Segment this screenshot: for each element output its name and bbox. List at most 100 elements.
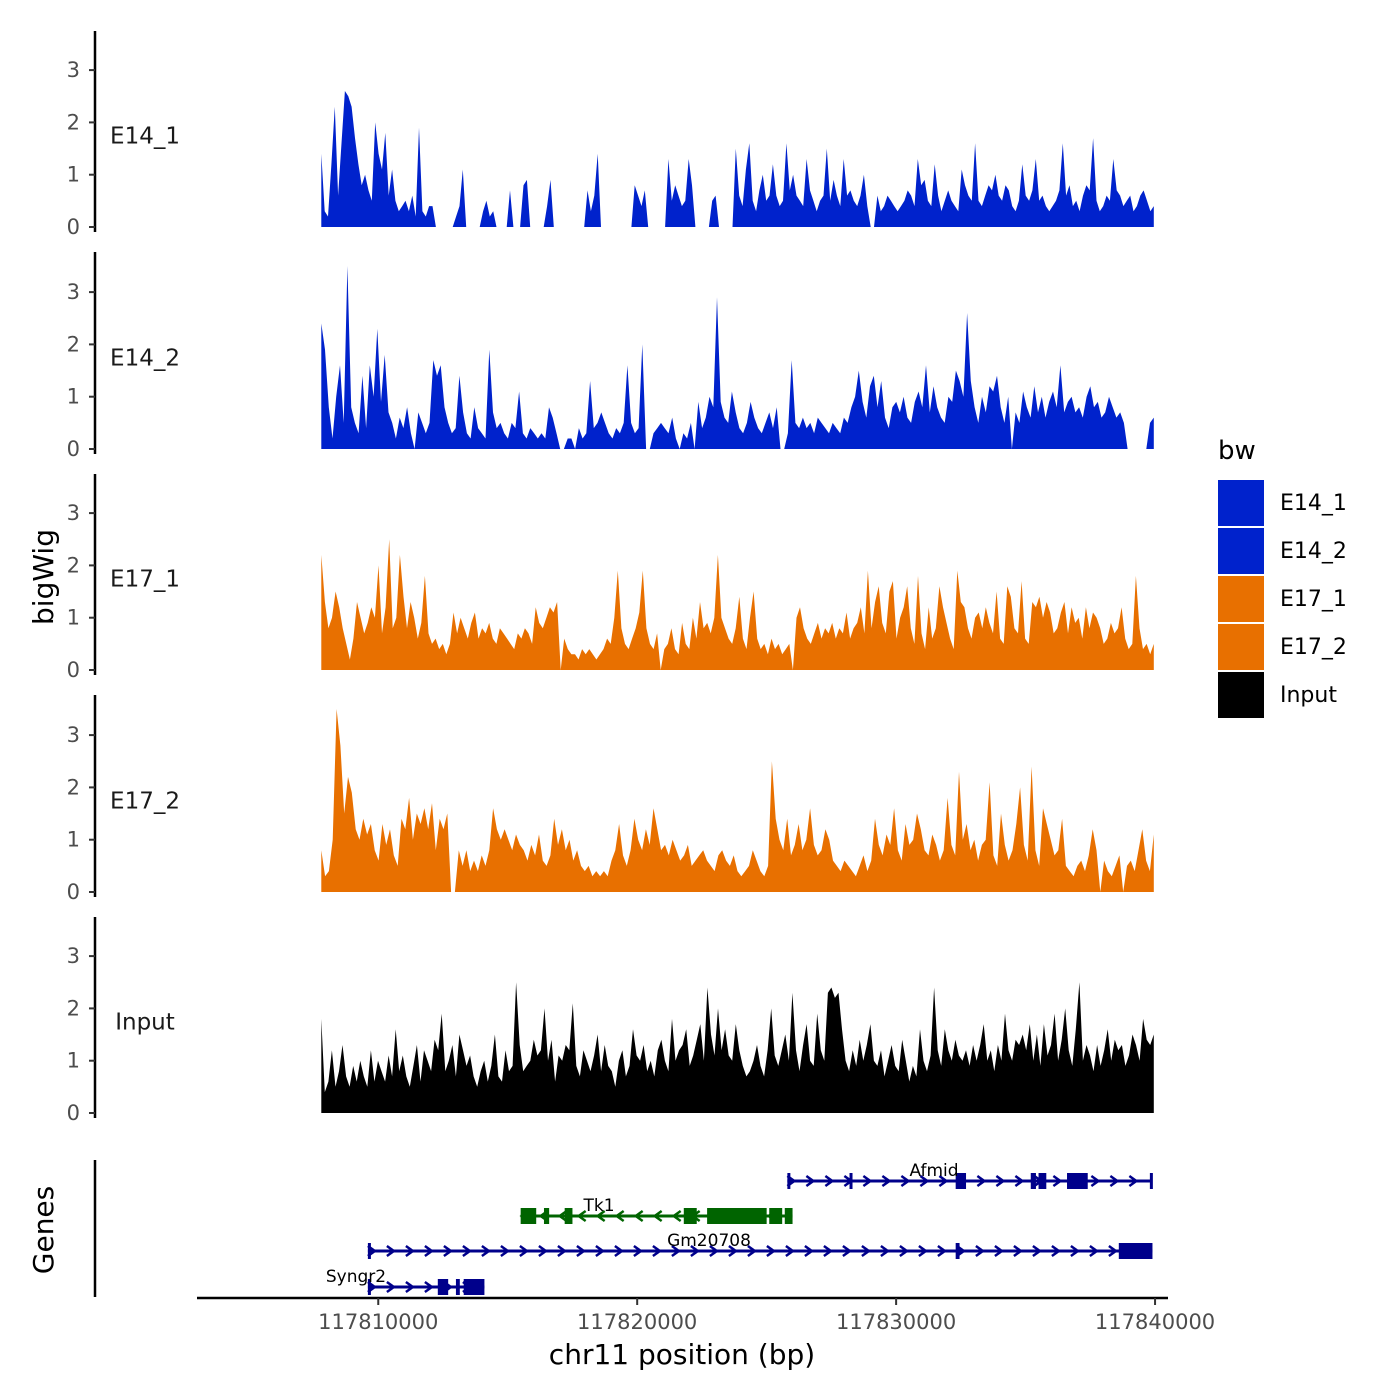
- strand-chevron: [1090, 1174, 1101, 1188]
- exon: [784, 1208, 793, 1224]
- track-e17-1: 0 1 2 3 E17_1: [67, 474, 1154, 682]
- y-tick-label: 0: [67, 880, 80, 904]
- area-series-e14-1: [321, 91, 1154, 227]
- legend: bw E14_1 E14_2 E17_1 E17_2 Input: [1218, 436, 1347, 718]
- x-tick-label: 117830000: [836, 1310, 956, 1334]
- strand-chevron: [557, 1244, 568, 1258]
- track-e14-2: 0 1 2 3 E14_2: [67, 252, 1154, 461]
- track-label: E14_1: [110, 123, 180, 149]
- gene-syngr2: Syngr2: [326, 1267, 485, 1295]
- strand-chevron: [519, 1244, 530, 1258]
- strand-chevron: [1052, 1174, 1063, 1188]
- exon: [564, 1208, 573, 1224]
- exon: [543, 1208, 550, 1224]
- y-tick-label: 2: [67, 553, 80, 577]
- exon: [769, 1208, 783, 1224]
- strand-chevron: [918, 1244, 929, 1258]
- strand-chevron: [386, 1280, 397, 1294]
- strand-chevron: [1108, 1244, 1119, 1258]
- gene-afmid: Afmid: [786, 1161, 1153, 1189]
- strand-chevron: [386, 1244, 397, 1258]
- gene-label: Tk1: [582, 1196, 614, 1216]
- exon: [787, 1173, 791, 1189]
- gene-gm20708: Gm20708: [367, 1231, 1153, 1259]
- y-tick-label: 0: [67, 437, 80, 461]
- y-tick-label: 3: [67, 944, 80, 968]
- y-tick-label: 0: [67, 215, 80, 239]
- exon: [455, 1279, 460, 1295]
- strand-chevron: [899, 1244, 910, 1258]
- strand-chevron: [576, 1244, 587, 1258]
- legend-label: Input: [1280, 683, 1337, 708]
- area-series-e14-2: [321, 266, 1154, 449]
- strand-chevron: [500, 1244, 511, 1258]
- gene-label: Afmid: [909, 1161, 958, 1181]
- strand-chevron: [1109, 1174, 1120, 1188]
- strand-chevron: [824, 1174, 835, 1188]
- y-tick-label: 1: [67, 385, 80, 409]
- strand-chevron: [405, 1244, 416, 1258]
- strand-chevron: [424, 1280, 435, 1294]
- strand-chevron: [690, 1244, 701, 1258]
- strand-chevron: [462, 1244, 473, 1258]
- strand-chevron: [823, 1244, 834, 1258]
- y-tick-label: 1: [67, 606, 80, 630]
- exon: [1038, 1173, 1047, 1189]
- strand-chevron: [805, 1174, 816, 1188]
- area-series-e17-2: [321, 709, 1154, 892]
- strand-chevron: [881, 1174, 892, 1188]
- y-tick-label: 0: [67, 658, 80, 682]
- strand-chevron: [900, 1174, 911, 1188]
- exon: [955, 1243, 960, 1259]
- strand-chevron: [747, 1244, 758, 1258]
- y-tick-label: 1: [67, 1049, 80, 1073]
- strand-chevron: [614, 1209, 625, 1223]
- strand-chevron: [862, 1174, 873, 1188]
- legend-label: E17_1: [1280, 587, 1347, 612]
- strand-chevron: [1089, 1244, 1100, 1258]
- strand-chevron: [1051, 1244, 1062, 1258]
- strand-chevron: [938, 1174, 949, 1188]
- strand-chevron: [1014, 1174, 1025, 1188]
- strand-chevron: [709, 1244, 720, 1258]
- strand-chevron: [919, 1174, 930, 1188]
- y-tick-label: 3: [67, 280, 80, 304]
- strand-chevron: [1032, 1244, 1043, 1258]
- exon: [707, 1208, 767, 1224]
- legend-swatch: [1218, 480, 1264, 526]
- strand-chevron: [671, 1244, 682, 1258]
- track-e14-1: 0 1 2 3 E14_1: [67, 31, 1154, 239]
- strand-chevron: [1013, 1244, 1024, 1258]
- x-axis: 117810000 117820000 117830000 117840000: [197, 1296, 1215, 1334]
- legend-label: E14_1: [1280, 491, 1347, 516]
- strand-chevron: [766, 1244, 777, 1258]
- exon: [1030, 1173, 1036, 1189]
- strand-chevron: [842, 1244, 853, 1258]
- x-tick-label: 117840000: [1095, 1310, 1215, 1334]
- exon: [955, 1173, 967, 1189]
- strand-chevron: [576, 1209, 587, 1223]
- strand-chevron: [671, 1209, 682, 1223]
- exon: [683, 1208, 697, 1224]
- strand-chevron: [633, 1244, 644, 1258]
- track-label: Input: [115, 1009, 175, 1035]
- strand-chevron: [405, 1280, 416, 1294]
- x-tick-label: 117820000: [577, 1310, 697, 1334]
- exon: [849, 1173, 853, 1189]
- exon: [367, 1279, 371, 1295]
- strand-chevron: [1128, 1174, 1139, 1188]
- track-label: E14_2: [110, 345, 180, 371]
- legend-swatch: [1218, 624, 1264, 670]
- legend-swatch: [1218, 576, 1264, 622]
- y-tick-label: 3: [67, 58, 80, 82]
- strand-chevron: [728, 1244, 739, 1258]
- strand-chevron: [481, 1244, 492, 1258]
- y-tick-label: 1: [67, 828, 80, 852]
- strand-chevron: [937, 1244, 948, 1258]
- strand-chevron: [424, 1244, 435, 1258]
- exon: [437, 1279, 449, 1295]
- x-axis-title: chr11 position (bp): [549, 1338, 815, 1371]
- strand-chevron: [880, 1244, 891, 1258]
- y-tick-label: 3: [67, 501, 80, 525]
